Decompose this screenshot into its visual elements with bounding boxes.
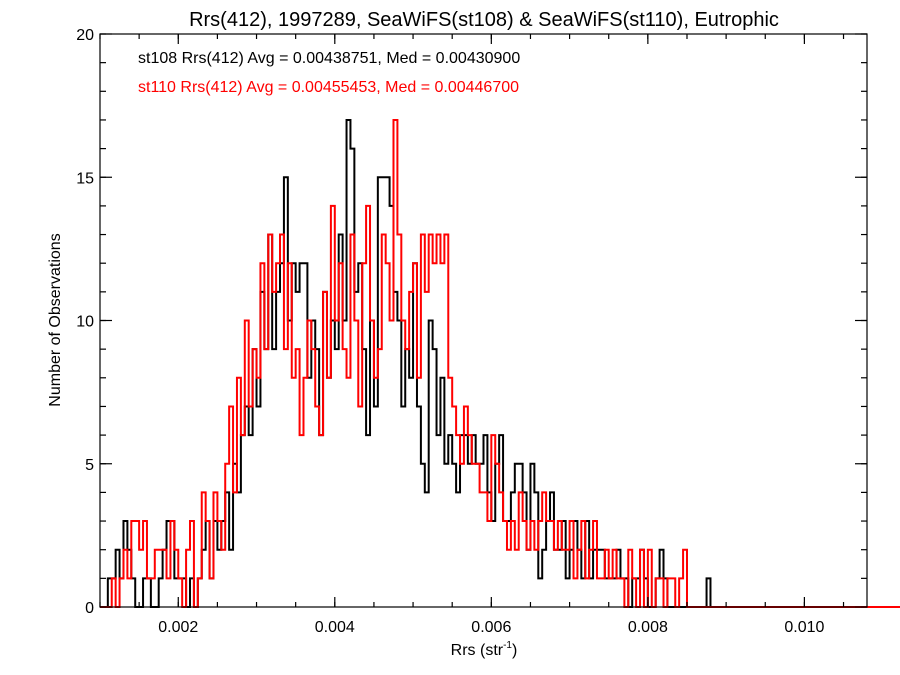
x-tick-label: 0.002 [158, 619, 198, 636]
y-tick-label: 20 [76, 27, 94, 44]
tick-layer: 0.002 0.004 0.006 0.008 0.010 0 5 10 15 20 [76, 27, 867, 636]
x-axis-label-main: Rrs (str [451, 642, 504, 659]
y-tick-label: 15 [76, 170, 94, 187]
y-tick-label: 0 [85, 600, 94, 617]
x-axis-label: Rrs (str-1) [451, 640, 518, 659]
plot-frame [99, 33, 868, 608]
annotation-st108: st108 Rrs(412) Avg = 0.00438751, Med = 0… [138, 50, 520, 67]
x-tick-label: 0.008 [628, 619, 668, 636]
x-axis-label-close: ) [512, 642, 517, 659]
x-tick-label: 0.010 [784, 619, 824, 636]
y-tick-label: 10 [76, 314, 94, 331]
y-tick-label: 5 [85, 457, 94, 474]
y-axis-label: Number of Observations [47, 233, 64, 406]
annotation-st110: st110 Rrs(412) Avg = 0.00455453, Med = 0… [138, 79, 519, 96]
x-tick-label: 0.004 [315, 619, 355, 636]
x-tick-label: 0.006 [471, 619, 511, 636]
chart-title: Rrs(412), 1997289, SeaWiFS(st108) & SeaW… [189, 9, 779, 31]
series-st110-line [100, 118, 900, 608]
x-axis-label-superscript: -1 [503, 640, 512, 651]
